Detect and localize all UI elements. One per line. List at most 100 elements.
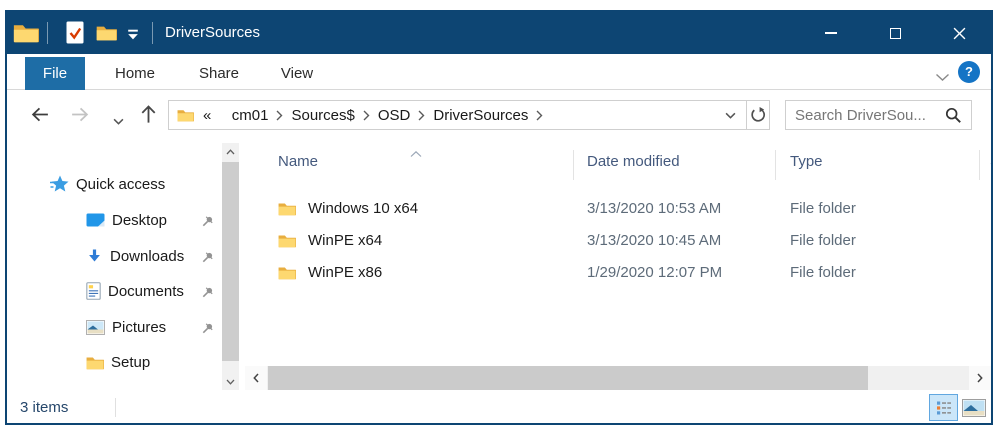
sort-ascending-icon[interactable]	[410, 144, 422, 162]
sidebar-item-pictures[interactable]: Pictures	[7, 309, 222, 345]
sidebar-item-documents[interactable]: Documents	[7, 273, 222, 309]
ribbon-collapse-button[interactable]	[935, 69, 950, 87]
sidebar-item-label: Pictures	[112, 318, 167, 336]
sidebar-item-downloads[interactable]: Downloads	[7, 238, 222, 274]
breadcrumb-separator-icon[interactable]	[536, 110, 543, 121]
items-count: 3 items	[20, 399, 69, 416]
tab-home[interactable]: Home	[114, 65, 155, 82]
sidebar-item-quick-access[interactable]: Quick access	[7, 166, 222, 202]
maximize-button[interactable]	[863, 12, 927, 54]
maximize-icon	[889, 27, 901, 39]
folder-icon	[96, 26, 117, 41]
column-header-type[interactable]: Type	[790, 153, 823, 170]
column-header-size[interactable]: Size	[990, 153, 991, 170]
file-date-modified: 3/13/2020 10:53 AM	[587, 200, 722, 217]
sidebar-item-setup[interactable]: Setup	[7, 344, 222, 380]
chevron-down-icon	[226, 379, 235, 385]
sidebar-item-label: Setup	[111, 353, 151, 371]
details-view-icon	[936, 401, 951, 414]
breadcrumb-separator-icon[interactable]	[276, 110, 283, 121]
breadcrumb-item[interactable]: OSD	[377, 106, 411, 124]
column-divider[interactable]	[573, 150, 574, 180]
scroll-up-button[interactable]	[222, 143, 239, 160]
search-box[interactable]	[785, 100, 972, 130]
navigation-bar: « cm01 Sources$ OSD DriverSources	[7, 90, 991, 140]
qat-separator	[152, 22, 153, 44]
thumbnails-view-icon	[961, 398, 986, 417]
new-folder-button[interactable]	[96, 24, 117, 46]
window-title: DriverSources	[165, 24, 261, 41]
chevron-down-icon	[725, 112, 735, 119]
breadcrumb-separator-icon	[219, 106, 223, 124]
table-row[interactable]: WinPE x86 1/29/2020 12:07 PM File folder	[245, 257, 991, 289]
chevron-down-icon	[128, 29, 138, 40]
file-list: Name Date modified Type Size Windows 10 …	[245, 140, 991, 392]
column-divider[interactable]	[775, 150, 776, 180]
nav-forward-button[interactable]	[70, 107, 89, 127]
file-date-modified: 1/29/2020 12:07 PM	[587, 264, 723, 281]
properties-check-button[interactable]	[65, 20, 85, 50]
scroll-down-button[interactable]	[222, 373, 239, 390]
sidebar-item-partial[interactable]	[7, 380, 222, 392]
breadcrumb-item[interactable]: cm01	[231, 106, 269, 124]
breadcrumb-separator-icon[interactable]	[363, 110, 370, 121]
address-bar[interactable]: « cm01 Sources$ OSD DriverSources	[168, 100, 770, 130]
chevron-down-icon	[113, 118, 124, 125]
close-button[interactable]	[927, 12, 991, 54]
search-input[interactable]	[795, 106, 945, 124]
nav-up-button[interactable]	[141, 104, 156, 129]
refresh-button[interactable]	[747, 101, 769, 129]
qat-dropdown-button[interactable]	[127, 27, 139, 45]
address-dropdown-button[interactable]	[714, 101, 746, 129]
table-row[interactable]: Windows 10 x64 3/13/2020 10:53 AM File f…	[245, 193, 991, 225]
address-folder-icon	[177, 108, 194, 122]
minimize-icon	[825, 32, 837, 34]
column-header-name[interactable]: Name	[278, 153, 319, 170]
details-view-button[interactable]	[929, 394, 958, 421]
tab-file[interactable]: File	[25, 57, 85, 90]
breadcrumb-overflow[interactable]: «	[203, 106, 212, 124]
column-headers: Name Date modified Type Size	[245, 140, 991, 190]
breadcrumb-separator-icon[interactable]	[418, 110, 425, 121]
horizontal-scrollbar[interactable]	[245, 366, 991, 390]
pin-icon	[202, 250, 214, 268]
up-arrow-icon	[141, 105, 156, 123]
sidebar-scrollbar[interactable]	[222, 143, 239, 390]
column-divider[interactable]	[979, 150, 980, 180]
column-header-date-modified[interactable]: Date modified	[587, 153, 680, 170]
scroll-right-button[interactable]	[969, 366, 991, 390]
titlebar: DriverSources	[7, 12, 991, 54]
file-type: File folder	[790, 200, 856, 217]
documents-icon	[86, 282, 101, 300]
nav-back-button[interactable]	[31, 107, 50, 127]
scrollbar-track[interactable]	[267, 366, 969, 390]
sidebar-item-desktop[interactable]: Desktop	[7, 202, 222, 238]
search-icon[interactable]	[945, 107, 962, 124]
tab-view[interactable]: View	[280, 65, 314, 82]
app-folder-icon	[13, 22, 39, 48]
file-type: File folder	[790, 264, 856, 281]
sidebar-item-label: Desktop	[112, 211, 168, 229]
scroll-left-button[interactable]	[245, 366, 267, 390]
minimize-button[interactable]	[799, 12, 863, 54]
folder-icon	[86, 355, 104, 370]
folder-icon	[278, 265, 296, 285]
table-row[interactable]: WinPE x64 3/13/2020 10:45 AM File folder	[245, 225, 991, 257]
statusbar-divider	[115, 398, 116, 417]
scrollbar-thumb[interactable]	[222, 162, 239, 361]
tab-share[interactable]: Share	[198, 65, 240, 82]
file-name: WinPE x64	[308, 232, 383, 249]
forward-arrow-icon	[72, 107, 89, 122]
help-button[interactable]: ?	[958, 61, 980, 83]
breadcrumb-item[interactable]: DriverSources	[433, 106, 529, 124]
sidebar-item-label: Quick access	[76, 175, 166, 193]
nav-recent-button[interactable]	[113, 112, 124, 130]
refresh-icon	[751, 107, 765, 122]
thumbnails-view-button[interactable]	[959, 394, 988, 421]
folder-icon	[278, 233, 296, 253]
chevron-down-icon	[936, 73, 949, 81]
scrollbar-thumb[interactable]	[268, 366, 868, 390]
sidebar: Quick access Desktop Downloads	[7, 140, 222, 392]
breadcrumb-item[interactable]: Sources$	[291, 106, 355, 124]
window-controls	[799, 12, 991, 54]
